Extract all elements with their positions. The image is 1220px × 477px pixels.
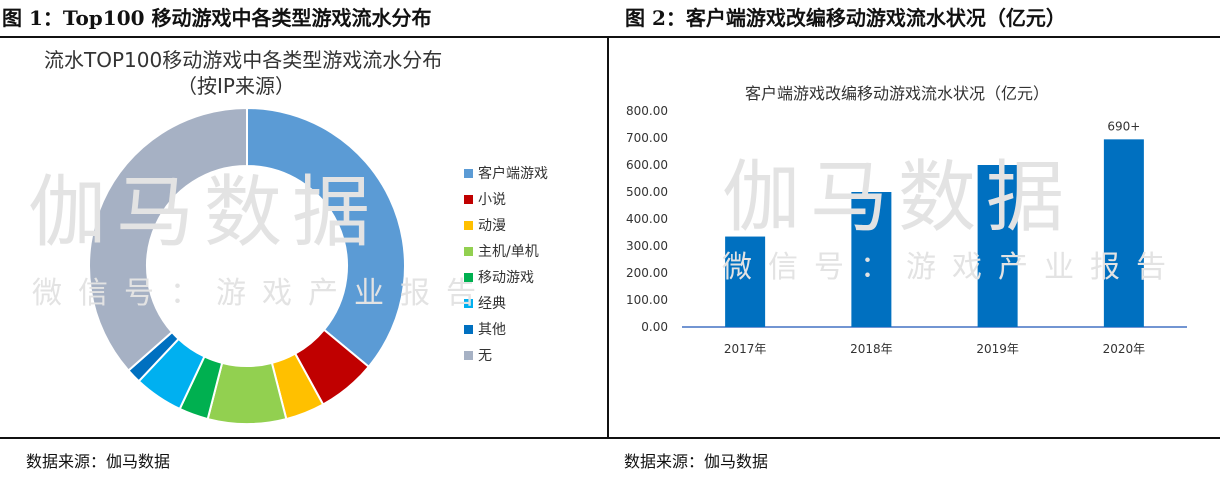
legend-label: 主机/单机 (478, 244, 539, 260)
donut-chart-subtitle: （按IP来源） (177, 74, 295, 98)
legend-label: 小说 (478, 192, 506, 208)
y-tick-label: 0.00 (641, 320, 668, 334)
figure-1-caption: 图 1：Top100 移动游戏中各类型游戏流水分布 (2, 6, 432, 30)
y-tick-label: 200.00 (626, 266, 668, 280)
donut-chart-title: 流水TOP100移动游戏中各类型游戏流水分布 (44, 48, 443, 72)
data-label: 690+ (1107, 119, 1140, 133)
bar (977, 165, 1018, 327)
x-tick-label: 2019年 (976, 342, 1019, 356)
legend-swatch (464, 247, 473, 256)
figure-1-source: 数据来源：伽马数据 (26, 452, 171, 471)
y-tick-label: 500.00 (626, 185, 668, 199)
top-rule (0, 36, 1220, 38)
bar (725, 236, 766, 327)
legend-label: 动漫 (478, 218, 506, 234)
legend-swatch (464, 273, 473, 282)
legend-swatch (464, 351, 473, 360)
legend-label: 经典 (478, 296, 506, 312)
donut-slice (88, 106, 248, 372)
y-tick-label: 400.00 (626, 212, 668, 226)
figure-2-source: 数据来源：伽马数据 (624, 452, 769, 471)
legend-swatch (464, 299, 473, 308)
legend-swatch (464, 221, 473, 230)
legend-swatch (464, 325, 473, 334)
legend-label: 客户端游戏 (478, 165, 548, 182)
y-tick-label: 700.00 (626, 131, 668, 145)
bar-chart-title: 客户端游戏改编移动游戏流水状况（亿元） (745, 84, 1050, 103)
legend-label: 其他 (478, 322, 506, 338)
figure-2-caption: 图 2：客户端游戏改编移动游戏流水状况（亿元） (625, 6, 1066, 30)
legend-swatch (464, 169, 473, 178)
legend-label: 无 (478, 348, 492, 364)
bar (1103, 139, 1144, 327)
bar-chart: 0.00 100.00 200.00 300.00 400.00 500.00 600.00… (626, 104, 1187, 356)
y-tick-label: 800.00 (626, 104, 668, 118)
x-tick-label: 2020年 (1103, 342, 1146, 356)
x-tick-label: 2017年 (724, 342, 767, 356)
y-tick-label: 600.00 (626, 158, 668, 172)
bar (851, 192, 892, 327)
x-tick-label: 2018年 (850, 342, 893, 356)
y-tick-label: 300.00 (626, 239, 668, 253)
donut-slice (246, 106, 406, 369)
y-tick-label: 100.00 (626, 293, 668, 307)
panel-divider (607, 36, 609, 438)
bottom-rule (0, 437, 1220, 439)
legend-swatch (464, 195, 473, 204)
legend-label: 移动游戏 (478, 270, 534, 286)
